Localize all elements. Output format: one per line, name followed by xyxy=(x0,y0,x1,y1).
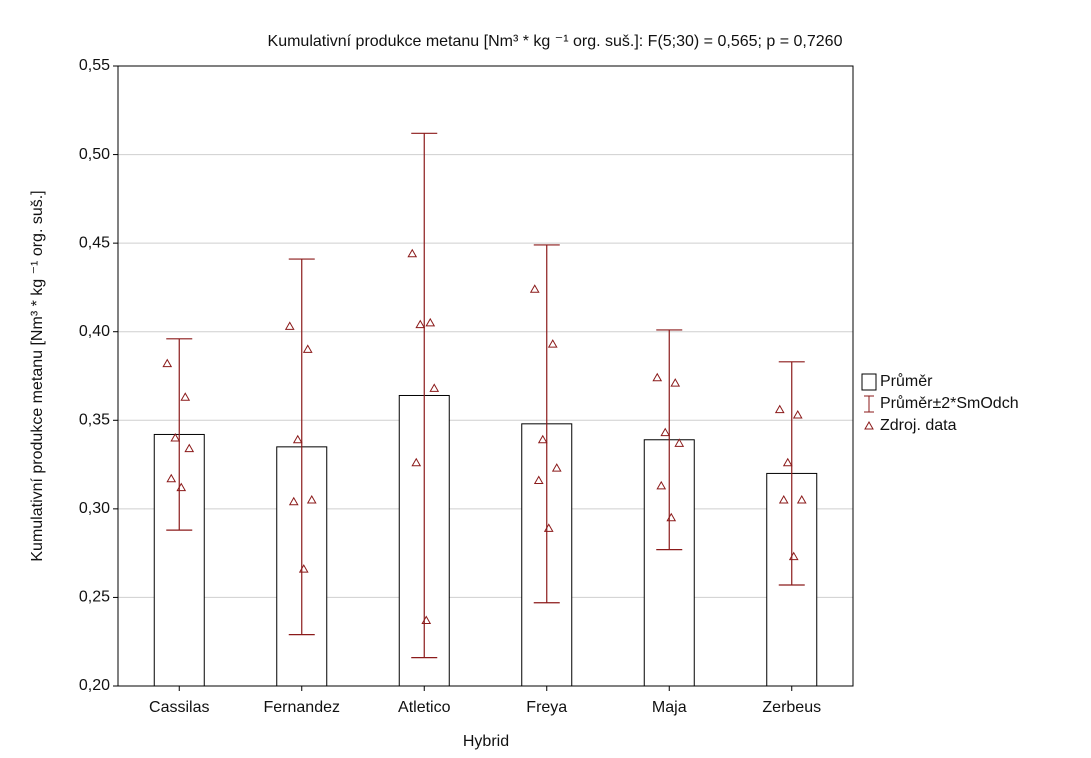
y-tick-label: 0,35 xyxy=(79,412,110,429)
data-point xyxy=(652,372,663,382)
data-point xyxy=(551,463,562,472)
data-point xyxy=(792,409,803,419)
legend-label: Průměr±2*SmOdch xyxy=(880,394,1019,412)
data-point xyxy=(292,434,303,444)
data-point xyxy=(425,317,436,327)
chart-title: Kumulativní produkce metanu [Nm³ * kg ⁻¹… xyxy=(268,33,843,50)
data-point xyxy=(415,319,426,329)
data-point xyxy=(529,284,540,293)
y-axis-label: Kumulativní produkce metanu [Nm³ * kg ⁻¹… xyxy=(29,190,46,561)
plot-frame xyxy=(117,65,854,687)
data-point xyxy=(407,248,418,258)
legend-swatch xyxy=(864,420,874,430)
data-point xyxy=(284,321,295,330)
legend-label: Průměr xyxy=(880,372,933,390)
x-tick-label: Freya xyxy=(526,699,567,716)
data-point xyxy=(184,443,195,453)
data-point xyxy=(796,494,807,504)
data-point xyxy=(306,494,317,504)
data-point xyxy=(774,404,785,414)
x-tick-label: Atletico xyxy=(398,699,451,716)
y-tick-label: 0,50 xyxy=(79,146,110,163)
data-point xyxy=(656,480,667,490)
y-tick-label: 0,25 xyxy=(79,589,110,606)
x-axis-label: Hybrid xyxy=(463,733,509,750)
data-point xyxy=(176,482,187,492)
data-point xyxy=(674,438,685,447)
data-point xyxy=(166,473,177,483)
x-tick-label: Fernandez xyxy=(264,699,341,716)
data-point xyxy=(298,564,309,573)
y-tick-label: 0,45 xyxy=(79,234,110,251)
data-point xyxy=(670,378,681,387)
x-tick-label: Zerbeus xyxy=(762,699,821,716)
data-point xyxy=(302,344,313,353)
data-point xyxy=(778,494,789,504)
data-point xyxy=(537,434,548,444)
data-point xyxy=(429,383,440,392)
x-tick-label: Maja xyxy=(652,699,687,716)
data-point xyxy=(288,496,299,506)
data-point xyxy=(547,339,558,348)
data-point xyxy=(788,551,799,561)
y-tick-label: 0,40 xyxy=(79,323,110,340)
x-tick-label: Cassilas xyxy=(149,699,209,716)
data-point xyxy=(162,358,173,368)
legend-swatch xyxy=(861,373,877,391)
data-point xyxy=(543,523,554,532)
y-tick-label: 0,20 xyxy=(79,677,110,694)
data-point xyxy=(180,392,191,401)
y-tick-label: 0,30 xyxy=(79,500,110,517)
legend-label: Zdroj. data xyxy=(880,417,957,434)
data-point xyxy=(533,475,544,485)
data-point xyxy=(421,615,432,624)
data-point xyxy=(170,432,181,442)
data-point xyxy=(411,457,422,467)
data-point xyxy=(660,427,671,437)
data-point xyxy=(782,457,793,467)
plot-area xyxy=(118,66,853,686)
y-tick-label: 0,55 xyxy=(79,57,110,74)
data-point xyxy=(666,512,677,522)
